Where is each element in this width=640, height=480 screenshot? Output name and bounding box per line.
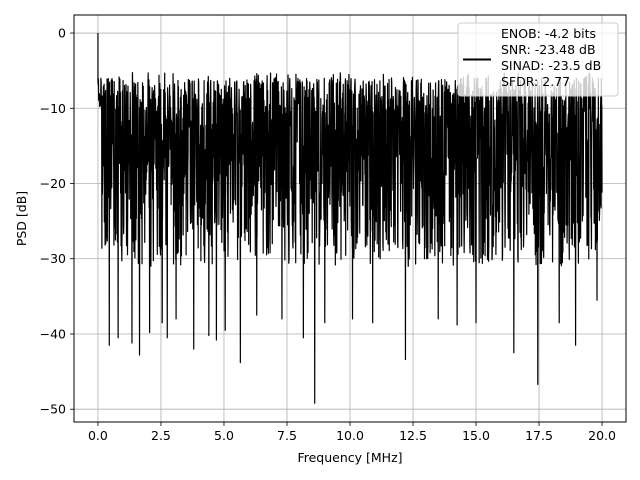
x-tick-label: 12.5	[399, 428, 427, 443]
x-axis-label: Frequency [MHz]	[297, 450, 402, 465]
x-tick-label: 0.0	[88, 428, 108, 443]
x-tick-label: 10.0	[336, 428, 364, 443]
y-tick-label: −30	[40, 251, 66, 266]
legend-entry-enob: ENOB: -4.2 bits	[501, 26, 596, 41]
x-tick-label: 7.5	[277, 428, 297, 443]
y-axis-label: PSD [dB]	[14, 191, 29, 246]
x-tick-label: 20.0	[588, 428, 616, 443]
x-tick-label: 17.5	[525, 428, 553, 443]
y-axis-ticks: 0 −10 −20 −30 −40 −50	[40, 26, 74, 417]
x-tick-label: 5.0	[214, 428, 234, 443]
x-tick-label: 2.5	[151, 428, 171, 443]
legend-entry-snr: SNR: -23.48 dB	[501, 42, 596, 57]
y-tick-label: −40	[40, 326, 66, 341]
y-tick-label: −50	[40, 402, 66, 417]
legend: ENOB: -4.2 bits SNR: -23.48 dB SINAD: -2…	[457, 22, 619, 97]
legend-entry-sfdr: SFDR: 2.77	[501, 74, 570, 89]
psd-series-line	[97, 33, 603, 404]
y-tick-label: 0	[58, 26, 66, 41]
y-tick-label: −20	[40, 176, 66, 191]
x-axis-ticks: 0.0 2.5 5.0 7.5 10.0 12.5 15.0 17.5 20.0	[88, 422, 616, 443]
legend-entry-sinad: SINAD: -23.5 dB	[501, 58, 601, 73]
y-tick-label: −10	[40, 101, 66, 116]
x-tick-label: 15.0	[462, 428, 490, 443]
legend-box	[457, 22, 619, 97]
